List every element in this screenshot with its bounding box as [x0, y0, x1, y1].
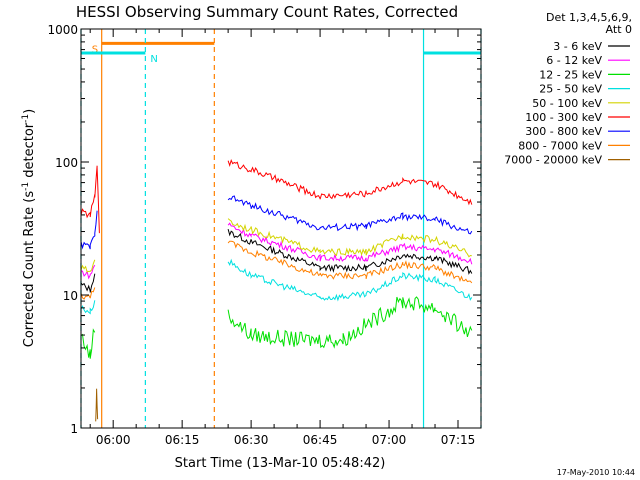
- legend-header: Att 0: [606, 23, 632, 36]
- series-line: [81, 160, 472, 233]
- legend-entry-label: 100 - 300 keV: [525, 111, 602, 124]
- y-tick-label: 10: [63, 289, 78, 303]
- legend-entry-label: 3 - 6 keV: [553, 40, 602, 53]
- x-tick-label: 06:00: [96, 433, 131, 447]
- x-tick-label: 06:30: [234, 433, 269, 447]
- series-line: [81, 260, 472, 313]
- x-axis-label: Start Time (13-Mar-10 05:48:42): [175, 456, 386, 471]
- series-line: [81, 241, 472, 299]
- legend-entry-label: 7000 - 20000 keV: [504, 154, 602, 167]
- chart-title: HESSI Observing Summary Count Rates, Cor…: [76, 3, 458, 21]
- y-ticks: 1 10 100 1000: [47, 23, 481, 436]
- interval-label: N: [150, 54, 157, 65]
- series-line: [96, 389, 98, 422]
- plot-frame: [81, 29, 481, 428]
- y-tick-label: 1: [70, 422, 78, 436]
- series-line: [81, 297, 472, 359]
- x-tick-label: 06:45: [303, 433, 338, 447]
- legend-entry-label: 800 - 7000 keV: [518, 139, 602, 152]
- series-line: [81, 223, 472, 278]
- legend-entry-label: 25 - 50 keV: [539, 83, 602, 96]
- plot-border: [81, 29, 481, 428]
- x-tick-label: 07:00: [372, 433, 407, 447]
- footer-timestamp: 17-May-2010 10:44: [557, 468, 635, 477]
- chart: HESSI Observing Summary Count Rates, Cor…: [0, 0, 640, 480]
- legend-entry-label: 300 - 800 keV: [525, 125, 602, 138]
- y-axis-label: Corrected Count Rate (s-1 detector-1): [21, 109, 37, 347]
- y-tick-label: 100: [55, 156, 78, 170]
- legend-entry-label: 12 - 25 keV: [539, 68, 602, 81]
- x-tick-label: 07:15: [441, 433, 476, 447]
- legend-entry-label: 6 - 12 keV: [546, 54, 602, 67]
- legend-entry-label: 50 - 100 keV: [532, 97, 602, 110]
- series-line: [81, 196, 472, 249]
- series-lines: [81, 160, 472, 421]
- y-tick-label: 1000: [47, 23, 78, 37]
- interval-bars: SN: [81, 29, 481, 428]
- x-tick-label: 06:15: [165, 433, 200, 447]
